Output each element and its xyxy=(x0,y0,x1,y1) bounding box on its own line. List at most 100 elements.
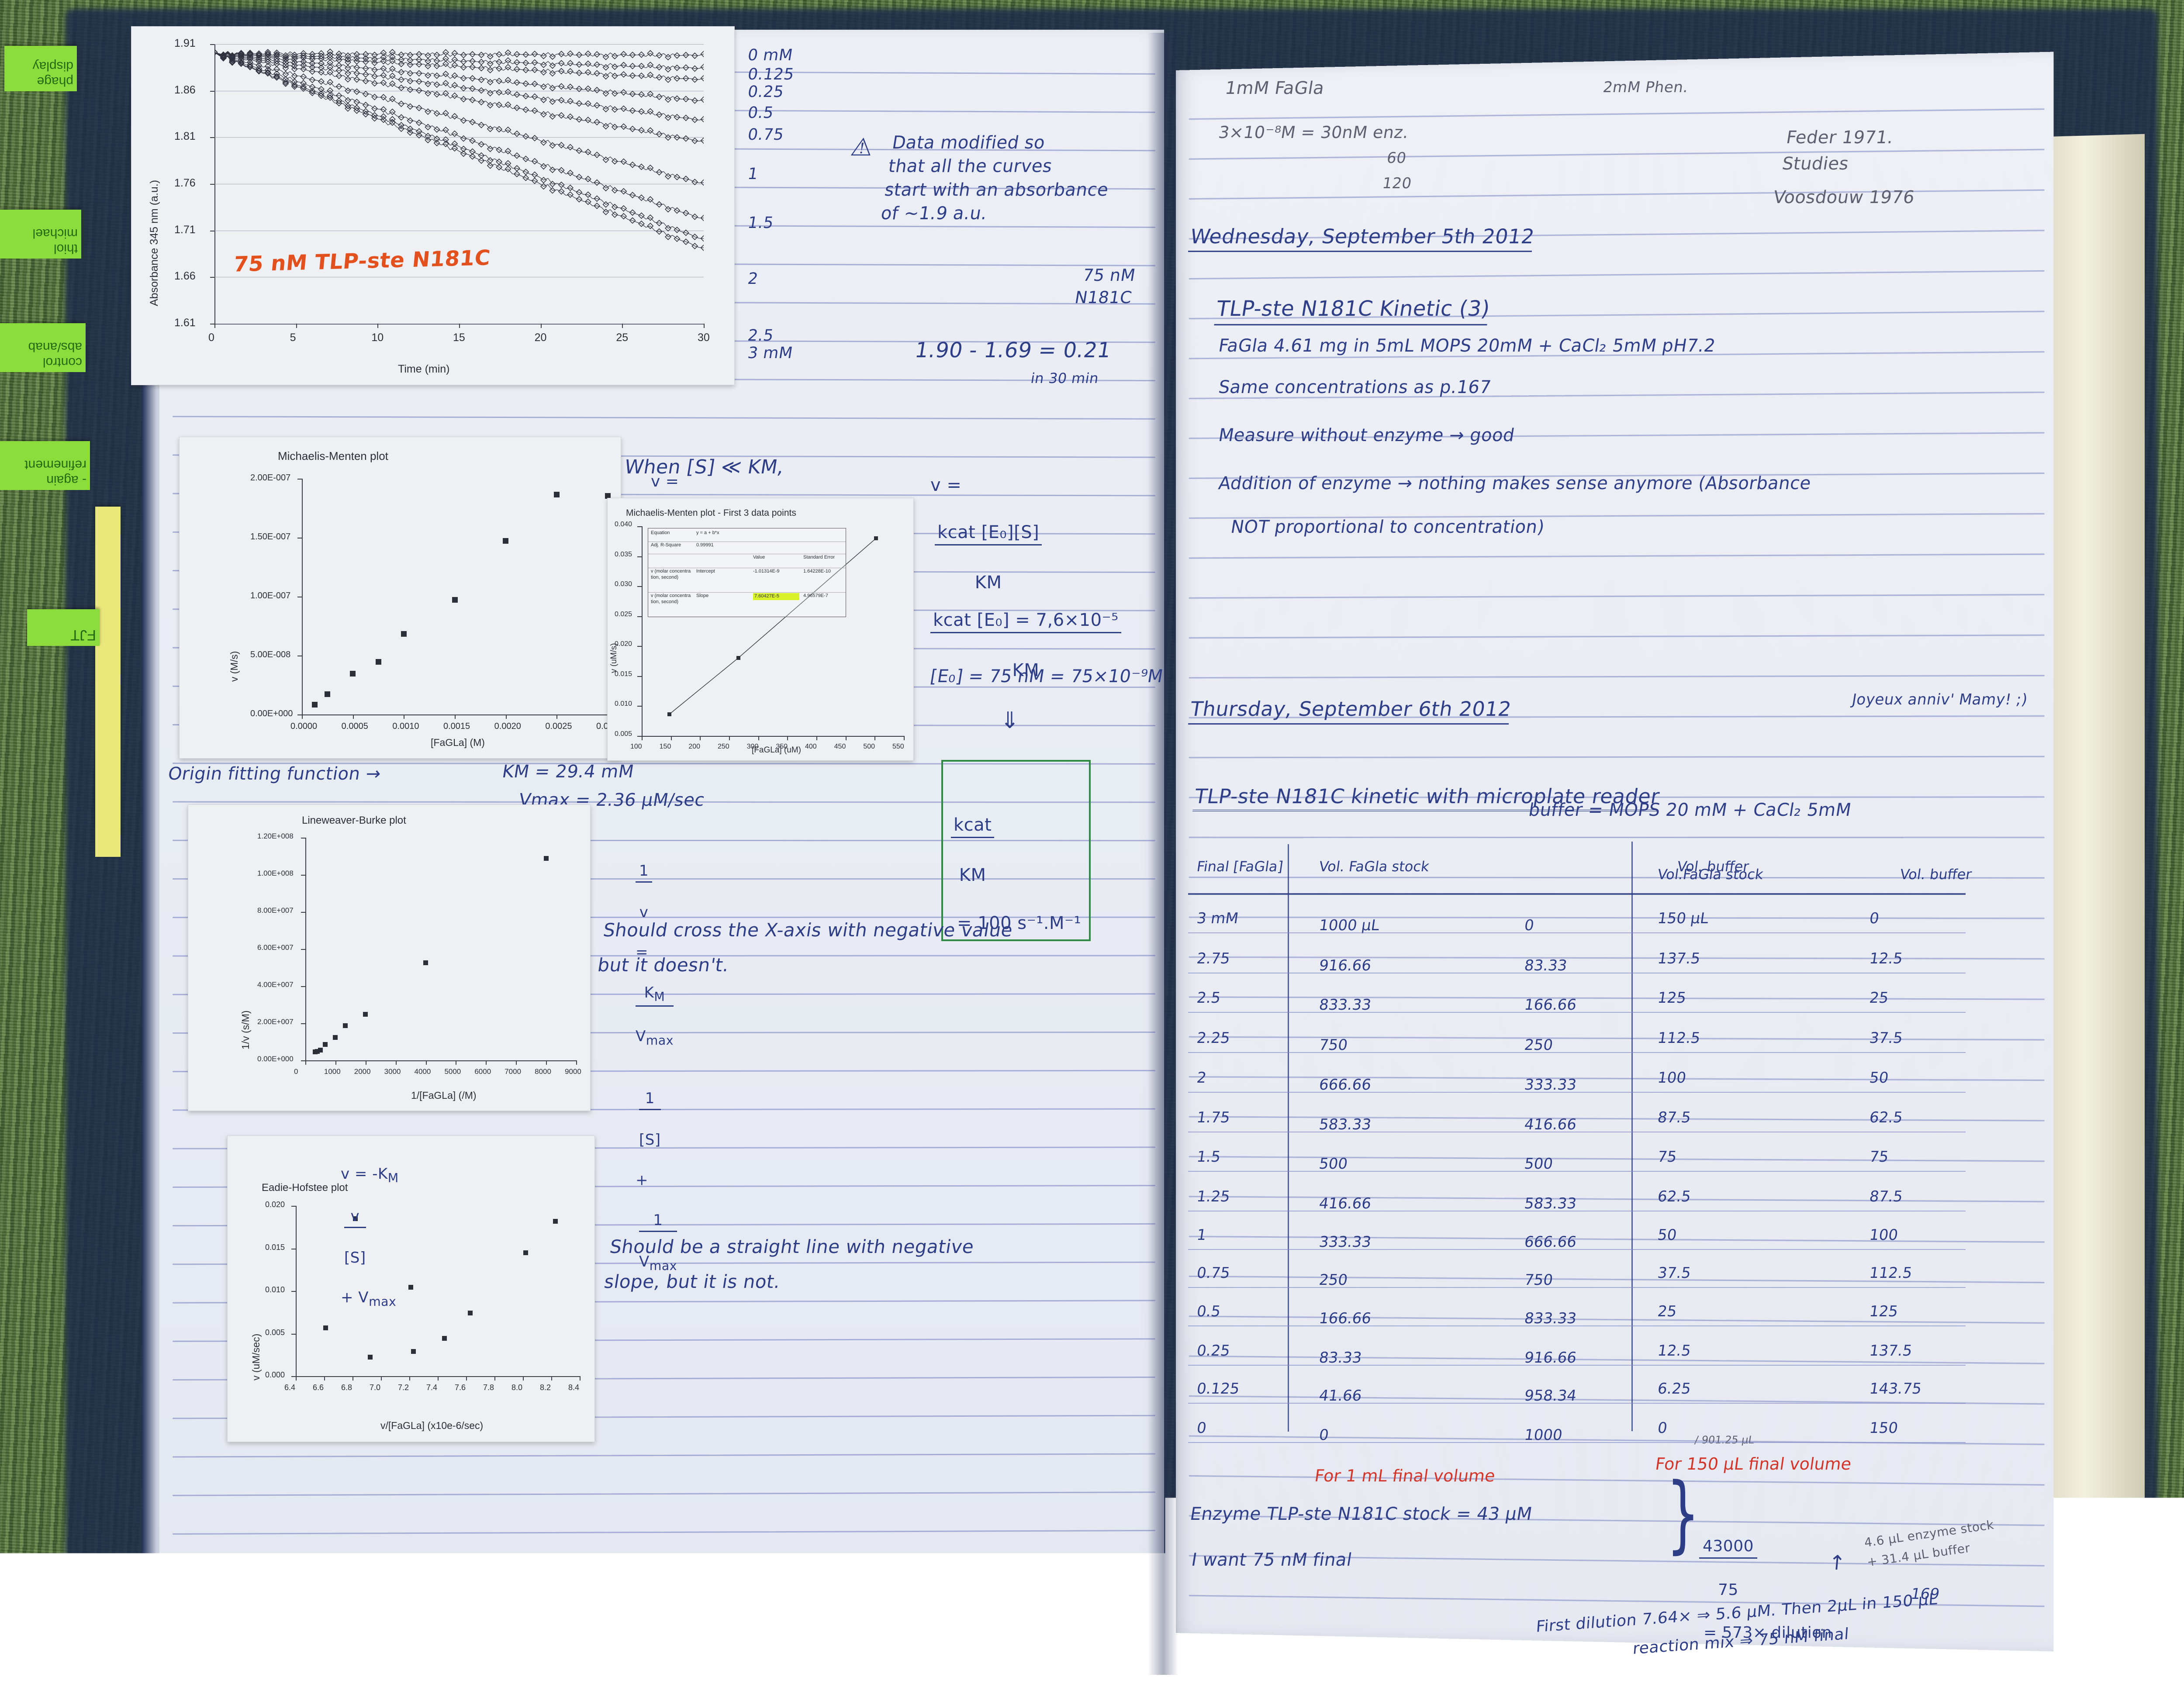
axis-tick xyxy=(642,736,643,740)
data-point xyxy=(411,1349,416,1354)
table-row: 3 mM xyxy=(1196,910,1240,927)
axis-tick xyxy=(729,736,730,740)
lb-title: Lineweaver-Burke plot xyxy=(302,814,406,827)
axis-tick-label: 0.010 xyxy=(615,700,632,708)
rule-line xyxy=(1189,108,2045,120)
sticky-tab-5[interactable] xyxy=(95,507,121,857)
axis-tick xyxy=(904,736,905,740)
legend-item-0: 0 mM xyxy=(746,45,794,66)
data-point xyxy=(452,597,458,603)
axis-tick xyxy=(874,736,875,740)
axis-tick-label: 0.030 xyxy=(615,580,632,588)
table-row: 2.5 xyxy=(1196,989,1222,1007)
axis-tick-label: 1.66 xyxy=(174,270,196,283)
data-point xyxy=(312,702,318,708)
axis-tick-label: 5 xyxy=(290,331,296,344)
fit-table-cell: Adj. R-Square xyxy=(651,542,695,549)
origin-fitting-function-note: Origin fitting function → xyxy=(166,762,383,786)
axis-tick xyxy=(700,736,701,740)
lineweaver-comment: Should cross the X-axis with negative va… xyxy=(595,913,1104,983)
table-row: 125 xyxy=(1656,989,1687,1007)
table-row: 25 xyxy=(1656,1303,1678,1320)
axis-tick xyxy=(352,1376,353,1380)
absorbance-delta-calc: 1.90 - 1.69 = 0.21 xyxy=(913,336,1113,365)
fit-table-cell: 1.64228E-10 xyxy=(803,569,847,575)
kinetics-chart-card: Absorbance 345 nm (a.u.) Time (min) 1.61… xyxy=(131,26,735,385)
lineweaver-burke-card: Lineweaver-Burke plot 1/v (s/M) 1/[FaGLa… xyxy=(188,804,591,1111)
data-point xyxy=(523,1250,528,1255)
rule-line xyxy=(173,1453,1155,1457)
legend-item-0p25: 0.25 xyxy=(746,82,785,103)
sticky-tab-4[interactable]: FJT xyxy=(27,609,100,646)
table-row: 1.25 xyxy=(1196,1188,1231,1205)
axis-tick xyxy=(455,714,456,719)
table-row: 37.5 xyxy=(1656,1264,1692,1282)
axis-tick xyxy=(622,324,623,328)
axis-tick xyxy=(301,838,305,839)
table-row: 0.25 xyxy=(1196,1342,1231,1360)
axis-tick xyxy=(296,324,297,328)
axis-tick-label: 450 xyxy=(834,743,846,751)
axis-tick-label: 5000 xyxy=(444,1067,461,1076)
kinetics-traces xyxy=(214,44,704,324)
axis-tick-label: 100 xyxy=(630,743,642,751)
sticky-tab-2[interactable]: control abs/anab xyxy=(0,323,86,372)
axis-tick-label: 0.0020 xyxy=(494,721,521,732)
axis-tick-label: 500 xyxy=(863,743,875,751)
axis-tick-label: 7.2 xyxy=(398,1383,409,1392)
table-row-rule xyxy=(1188,1249,1966,1250)
table-row: 916.66 xyxy=(1523,1349,1578,1367)
body-line-1: Same concentrations as p.167 xyxy=(1217,376,1493,399)
rule-line xyxy=(1189,553,2045,559)
table-row: 916.66 xyxy=(1318,957,1372,974)
rule-line xyxy=(1189,149,2045,160)
axis-tick xyxy=(541,324,542,328)
axis-tick xyxy=(301,1023,305,1024)
table-row: 41.66 xyxy=(1318,1387,1363,1405)
sticky-tab-0[interactable]: phage display xyxy=(4,46,77,91)
data-point xyxy=(503,538,508,544)
axis-tick xyxy=(576,1060,577,1065)
legend-item-2: 2 xyxy=(746,269,760,290)
data-point xyxy=(333,1035,338,1040)
axis-tick xyxy=(291,1334,296,1335)
kinetics-legend: 0 mM 0.125 0.25 0.5 0.75 1 1.5 2 2.5 3 mM xyxy=(748,41,892,330)
axis-tick xyxy=(494,1376,495,1380)
axis-tick-label: 150 xyxy=(660,743,671,751)
axis-tick xyxy=(580,1376,581,1380)
book-spine xyxy=(1148,33,1178,1675)
axis-tick-label: 7.0 xyxy=(370,1383,380,1392)
table-row: 958.34 xyxy=(1523,1387,1578,1405)
lb-xlabel: 1/[FaGLa] (/M) xyxy=(411,1090,477,1101)
sticky-tab-1[interactable]: thiol michael xyxy=(0,210,81,259)
axis-tick xyxy=(353,714,354,719)
mm-first3-card: Michaelis-Menten plot - First 3 data poi… xyxy=(607,498,914,761)
table-header-rule xyxy=(1188,893,1966,895)
enzyme-total-concentration: [E₀] = 75 nM = 75×10⁻⁹M xyxy=(927,664,1166,689)
axis-tick-label: 1.61 xyxy=(174,317,196,329)
table-row: 0 xyxy=(1656,1419,1668,1437)
table-row: 83.33 xyxy=(1523,957,1568,974)
lb-eq-one: 1 xyxy=(639,1089,661,1110)
fit-table-cell: Equation xyxy=(651,530,695,536)
axis-tick xyxy=(426,1060,427,1065)
kcat-eo-numerator: kcat [E₀] = 7,6×10⁻⁵ xyxy=(930,608,1121,633)
data-point xyxy=(323,1325,328,1330)
axis-tick-label: 0.0005 xyxy=(342,721,368,732)
lb-ylabel: 1/v (s/M) xyxy=(240,1011,252,1049)
axis-tick-label: 6.6 xyxy=(313,1383,324,1392)
rule-line xyxy=(173,1568,1155,1573)
x-axis xyxy=(642,736,904,737)
sticky-tab-3[interactable]: - again refinement xyxy=(0,441,90,490)
lb-eq-plus: + xyxy=(636,1172,648,1189)
date-heading-2: Thursday, September 6th 2012 xyxy=(1188,668,1518,725)
table-row: 125 xyxy=(1868,1303,1899,1320)
axis-tick xyxy=(637,706,642,707)
table-row: 333.33 xyxy=(1523,1076,1578,1094)
axis-tick xyxy=(296,1376,297,1380)
axis-tick-label: 200 xyxy=(688,743,700,751)
lb-eq-vmax1: Vmax xyxy=(636,1027,674,1049)
eh-title: Eadie-Hofstee plot xyxy=(262,1182,348,1194)
axis-tick-label: 20 xyxy=(535,331,547,344)
origin-km-value: KM = 29.4 mM xyxy=(501,760,636,783)
